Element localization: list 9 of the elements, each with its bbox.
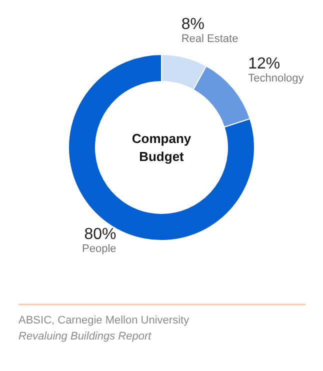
text: Revaluing Buildings Report [18,330,152,342]
slice-label: Real Estate [181,33,238,46]
slice-label: People [82,242,116,255]
data-label: 12% [248,55,280,72]
text: Company Budget [132,131,192,164]
data-label: 80% [84,226,116,243]
slice-label: Technology [248,72,304,84]
text: ABSIC, Carnegie Mellon University [18,314,190,326]
data-label: 8% [181,16,204,34]
